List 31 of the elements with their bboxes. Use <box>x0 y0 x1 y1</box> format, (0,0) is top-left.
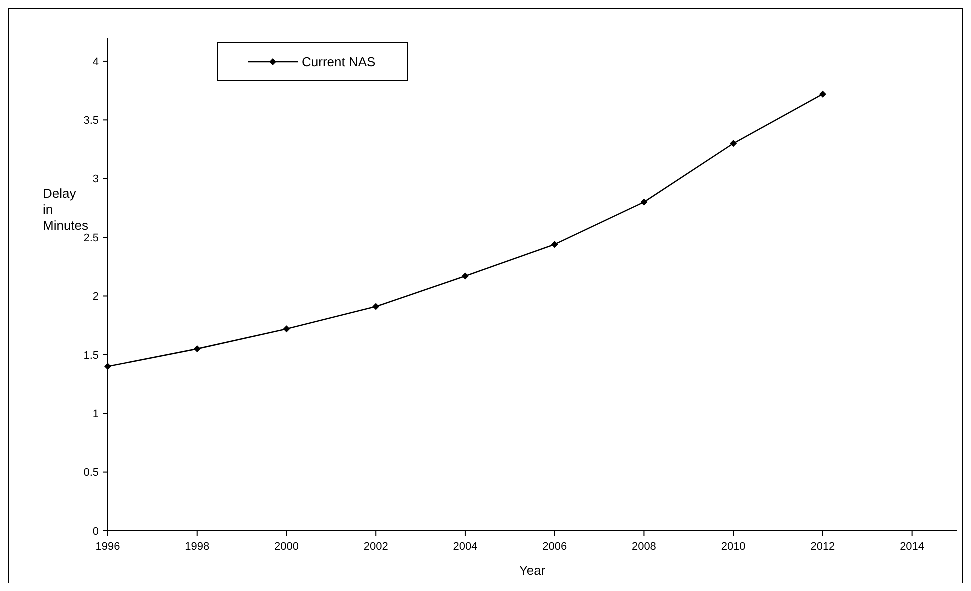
y-tick-label: 4 <box>92 56 99 68</box>
y-tick-label: 0 <box>92 526 99 538</box>
y-tick-label: 1 <box>92 408 99 420</box>
x-tick-label: 2000 <box>274 541 299 553</box>
y-axis-title: Delay in Minutes <box>43 186 90 233</box>
y-tick-label: 2.5 <box>84 232 99 244</box>
x-tick-label: 2012 <box>810 541 836 553</box>
x-tick-label: 2006 <box>542 541 568 553</box>
legend-label: Current NAS <box>302 54 376 70</box>
point <box>551 241 558 248</box>
point <box>104 363 112 370</box>
x-tick-label: 2002 <box>364 541 388 553</box>
x-axis-title: Year <box>519 563 546 578</box>
x-tick-label: 1996 <box>96 541 120 553</box>
y-tick-label: 2 <box>92 291 99 304</box>
point <box>730 140 738 148</box>
point <box>283 326 290 333</box>
point <box>640 198 648 206</box>
y-tick-label: 1.5 <box>84 350 99 362</box>
x-tick-label: 2008 <box>632 541 656 553</box>
point <box>462 272 469 280</box>
y-tick-label: 3 <box>92 174 99 186</box>
x-tick-label: 2010 <box>721 541 746 553</box>
x-tick-label: 2004 <box>453 541 478 553</box>
x-tick-label: 2014 <box>900 541 925 553</box>
x-tick-label: 1998 <box>185 541 210 553</box>
point <box>372 303 380 310</box>
y-tick-label: 0.5 <box>84 467 99 480</box>
point <box>819 90 826 98</box>
point <box>194 346 201 353</box>
y-tick-label: 3.5 <box>84 115 99 128</box>
